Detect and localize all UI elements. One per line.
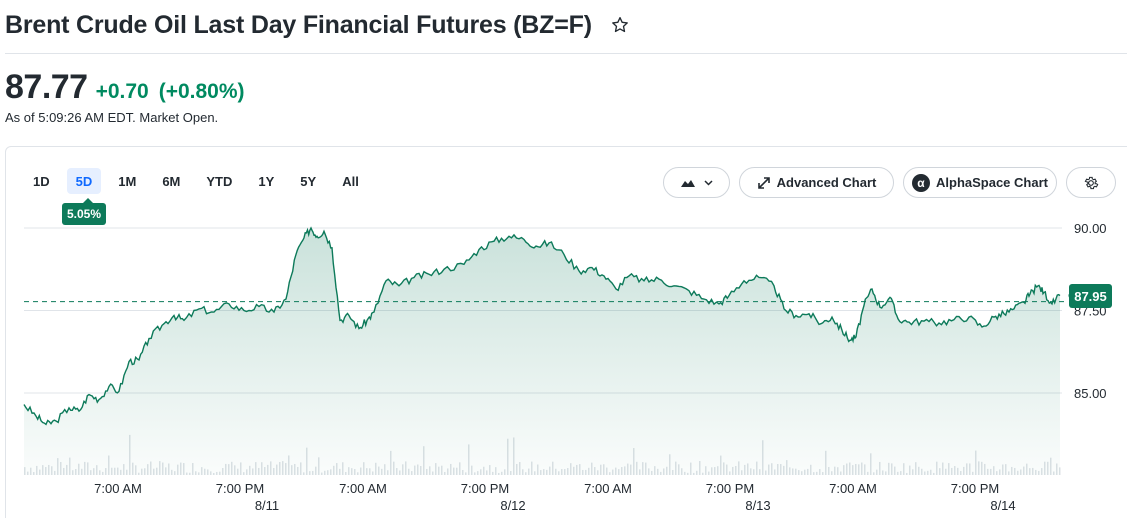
quote-timestamp: As of 5:09:26 AM EDT. Market Open. <box>5 110 219 125</box>
current-price: 87.77 <box>5 68 88 106</box>
range-1m[interactable]: 1M <box>118 173 137 189</box>
alphaspace-chart-button[interactable]: α AlphaSpace Chart <box>903 167 1057 198</box>
price-change-percent: (+0.80%) <box>158 80 245 103</box>
quote-summary: 87.77 +0.70 (+0.80%) <box>5 68 245 107</box>
star-icon[interactable] <box>610 15 630 35</box>
header-divider <box>5 53 1127 54</box>
chart-panel <box>5 146 1127 518</box>
alphaspace-chart-label: AlphaSpace Chart <box>936 175 1048 190</box>
page-header: Brent Crude Oil Last Day Financial Futur… <box>5 8 630 42</box>
chevron-down-icon <box>704 179 713 186</box>
price-change: +0.70 <box>95 80 149 103</box>
advanced-chart-label: Advanced Chart <box>776 175 877 190</box>
gear-icon <box>1083 175 1099 191</box>
expand-icon <box>757 176 771 190</box>
last-price-tag: 87.95 <box>1069 284 1112 308</box>
range-change-badge: 5.05% <box>62 198 107 225</box>
range-1y[interactable]: 1Y <box>258 173 275 189</box>
range-ytd[interactable]: YTD <box>206 173 233 189</box>
range-selector: 1D 5D 1M 6M YTD 1Y 5Y All <box>24 168 376 194</box>
range-5y[interactable]: 5Y <box>300 173 317 189</box>
alphaspace-logo-icon: α <box>912 173 930 192</box>
range-6m[interactable]: 6M <box>162 173 181 189</box>
range-5d[interactable]: 5D <box>66 168 102 194</box>
page-title: Brent Crude Oil Last Day Financial Futur… <box>5 10 592 39</box>
range-1d[interactable]: 1D <box>33 173 50 189</box>
chart-settings-button[interactable] <box>1066 167 1116 198</box>
range-all[interactable]: All <box>342 173 359 189</box>
chart-type-button[interactable] <box>663 167 730 198</box>
mountain-chart-icon <box>680 177 696 189</box>
advanced-chart-button[interactable]: Advanced Chart <box>739 167 894 198</box>
